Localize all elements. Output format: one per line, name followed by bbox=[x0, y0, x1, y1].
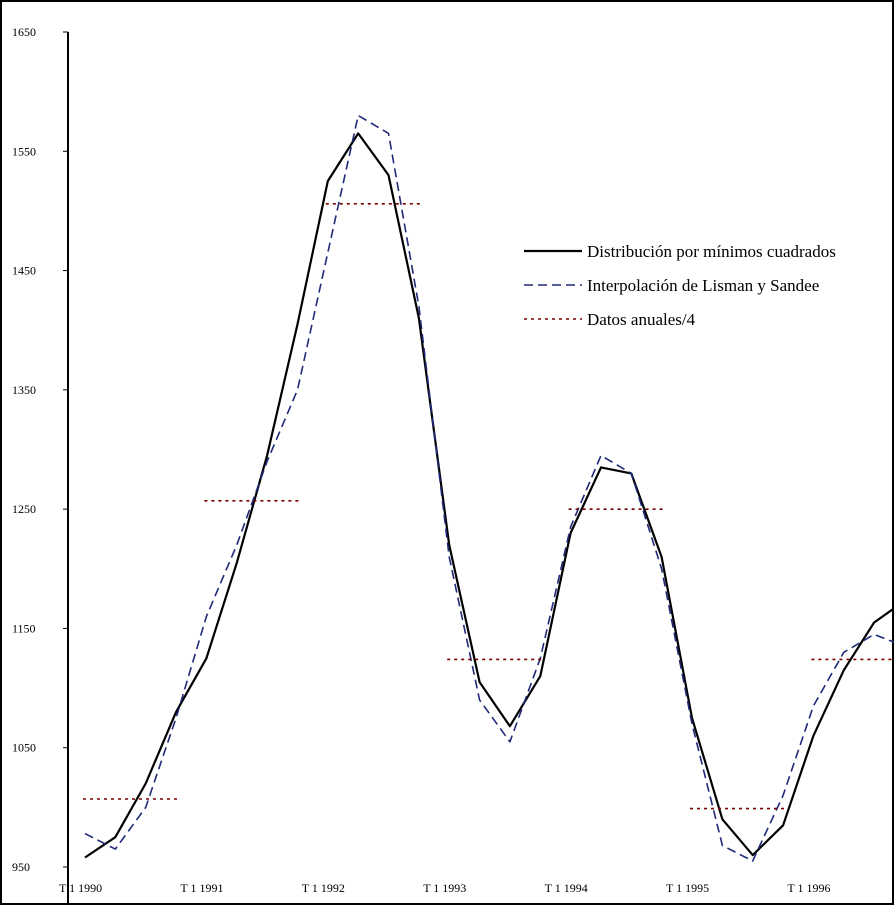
y-tick-label: 1150 bbox=[12, 621, 36, 635]
x-tick-label: T 1 1996 bbox=[787, 881, 830, 895]
x-tick-label: T 1 1991 bbox=[180, 881, 223, 895]
series-line-1 bbox=[84, 114, 894, 862]
x-tick-label: T 1 1994 bbox=[545, 881, 588, 895]
legend-label: Distribución por mínimos cuadrados bbox=[587, 242, 836, 261]
legend-label: Interpolación de Lisman y Sandee bbox=[587, 276, 819, 295]
y-tick-label: 1050 bbox=[12, 741, 36, 755]
y-tick-label: 1350 bbox=[12, 383, 36, 397]
y-tick-label: 1650 bbox=[12, 25, 36, 39]
legend: Distribución por mínimos cuadrados Interp… bbox=[524, 242, 836, 329]
y-tick-label: 1550 bbox=[12, 144, 36, 158]
y-tick-label: 950 bbox=[12, 860, 30, 874]
x-tick-label: T 1 1995 bbox=[666, 881, 709, 895]
series-layer bbox=[83, 114, 894, 862]
legend-label: Datos anuales/4 bbox=[587, 310, 696, 329]
series-line-0 bbox=[84, 132, 894, 859]
x-tick-label: T 1 1990 bbox=[59, 881, 102, 895]
x-tick-label: T 1 1993 bbox=[423, 881, 466, 895]
axes: 950 1050 1150 1250 1350 1450 1550 1650 T 1 1990 T… bbox=[12, 25, 831, 905]
y-tick-label: 1250 bbox=[12, 502, 36, 516]
y-tick-label: 1450 bbox=[12, 264, 36, 278]
x-tick-label: T 1 1992 bbox=[302, 881, 345, 895]
